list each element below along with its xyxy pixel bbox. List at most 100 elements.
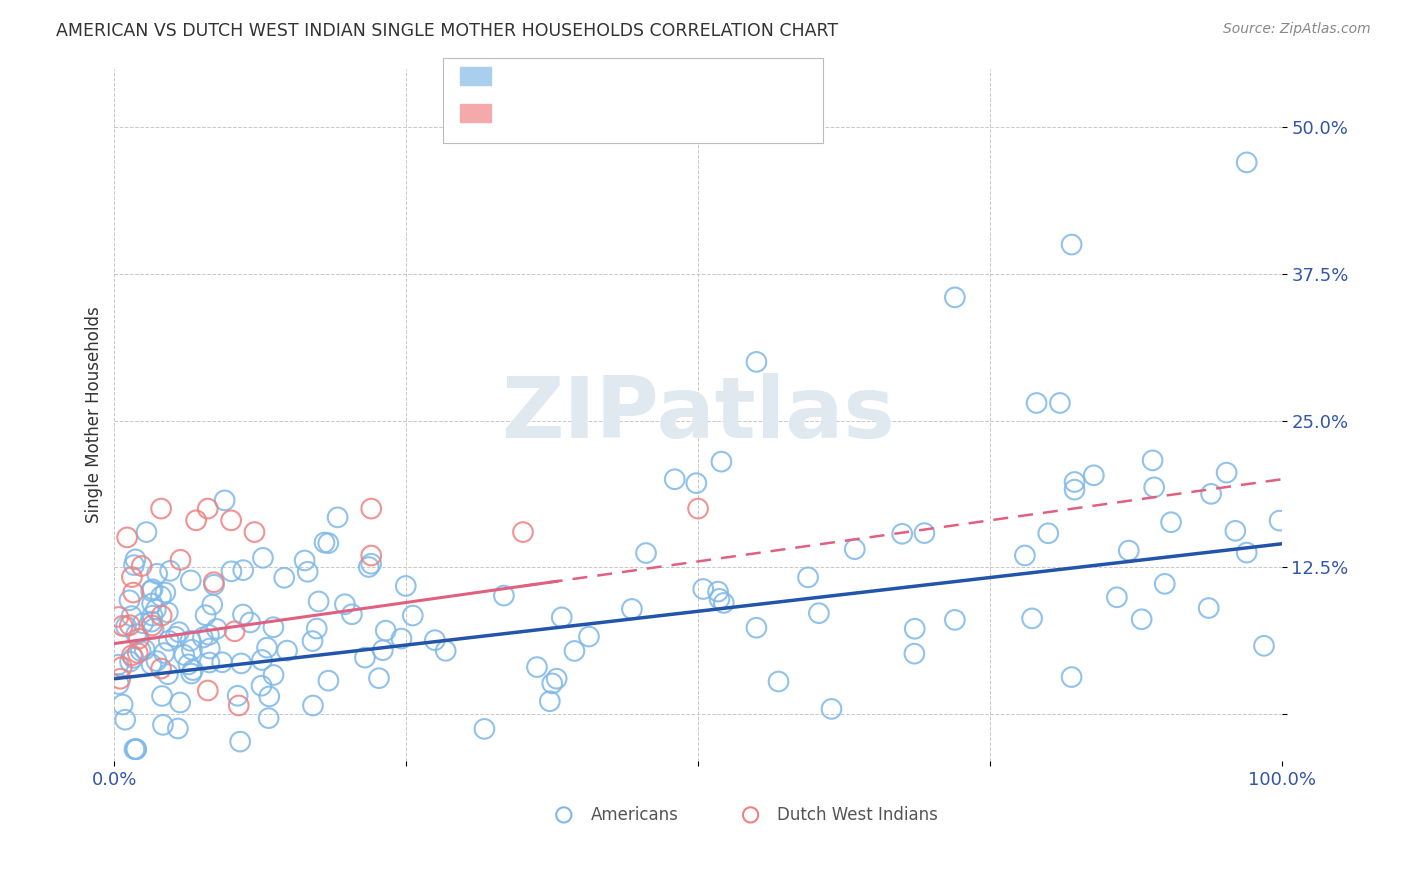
Point [150,608,173,623]
Point [360,557,382,571]
Text: Dutch West Indians: Dutch West Indians [778,805,938,824]
Point [107,657,129,672]
Point [564,644,586,658]
Point [620,602,643,616]
Point [360,501,382,516]
Point [197,501,219,516]
Point [150,661,173,675]
Point [191,631,214,645]
Point [526,660,548,674]
Point [125,627,148,641]
Point [912,526,935,541]
Point [713,596,735,610]
Point [316,536,339,550]
Point [546,672,568,686]
Text: R =: R = [502,67,541,85]
Point [512,524,534,539]
Point [745,355,768,369]
Point [634,546,657,560]
Point [314,535,336,549]
Point [903,647,925,661]
Point [197,683,219,698]
Point [423,633,446,648]
Point [142,622,165,636]
Point [768,674,790,689]
Point [141,618,163,632]
Point [374,624,396,638]
Point [141,597,163,611]
Point [229,734,252,748]
Point [263,668,285,682]
Point [211,655,233,669]
Point [391,632,413,646]
Point [844,542,866,557]
Point [252,550,274,565]
Point [122,558,145,572]
Point [107,677,129,691]
Point [111,619,134,633]
Point [243,524,266,539]
Point [198,628,221,642]
Point [1236,155,1258,169]
Point [357,560,380,574]
Point [820,702,842,716]
Point [1060,670,1083,684]
Point [167,625,190,640]
Point [111,660,134,674]
Text: R =: R = [502,104,541,122]
Point [198,641,221,656]
Point [685,476,707,491]
Point [1199,487,1222,501]
Point [156,606,179,620]
Point [173,648,195,662]
Point [1253,639,1275,653]
Point [1063,475,1085,489]
Point [146,566,169,581]
Point [368,671,391,685]
Point [141,657,163,672]
Point [198,656,221,670]
Point [194,608,217,623]
Point [1025,396,1047,410]
Point [121,609,143,624]
Point [159,564,181,578]
Point [1021,611,1043,625]
Point [1038,526,1060,541]
Point [232,563,254,577]
Point [156,667,179,681]
Point [231,657,253,671]
Point [181,642,204,657]
Point [141,608,163,623]
Point [239,615,262,630]
Text: 0.163: 0.163 [558,104,616,122]
Point [121,648,143,663]
Point [262,620,284,634]
Point [1143,480,1166,494]
Point [219,513,242,527]
Point [177,657,200,672]
Point [180,574,202,588]
Point [169,553,191,567]
Point [474,722,496,736]
Point [1142,453,1164,467]
Point [169,696,191,710]
Point [308,594,330,608]
Point [150,689,173,703]
Point [124,742,146,756]
Point [1236,546,1258,560]
Point [214,493,236,508]
Point [165,630,187,644]
Point [553,798,575,813]
Point [115,530,138,544]
Point [891,526,914,541]
Point [111,698,134,712]
Point [155,585,177,599]
Point [179,633,201,648]
Point [135,525,157,540]
Point [150,501,173,516]
Point [115,619,138,633]
Point [257,711,280,725]
Point [141,615,163,629]
Text: Source: ZipAtlas.com: Source: ZipAtlas.com [1223,22,1371,37]
Point [118,593,141,607]
